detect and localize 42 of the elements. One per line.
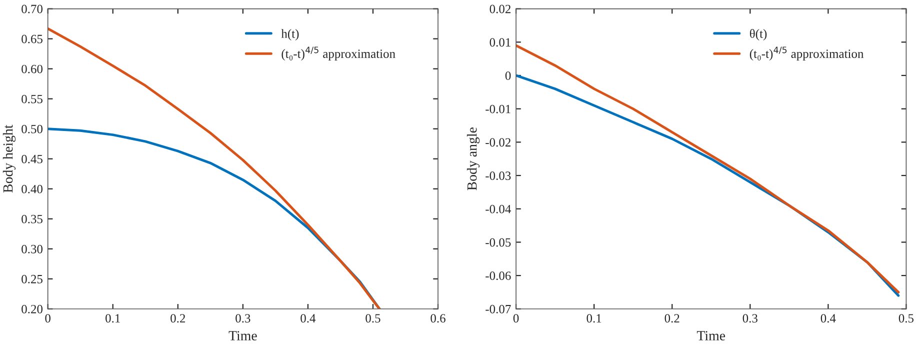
x-tick-label: 0.5	[366, 314, 380, 323]
x-tick-label: 0.1	[586, 314, 602, 323]
y-tick-label: 0.60	[22, 64, 42, 74]
x-tick-label: 0.3	[742, 314, 758, 323]
x-tick-label: 0.1	[106, 314, 120, 323]
y-tick-label: -0.07	[486, 304, 511, 314]
y-tick-label: 0.40	[22, 184, 42, 194]
legend-label: (t₀-t)$^{4/5}$ approximation	[282, 46, 396, 61]
legend-label: θ(t)	[750, 29, 767, 40]
x-axis-title: Time	[696, 331, 726, 340]
y-tick-label: 0.35	[22, 214, 42, 224]
y-tick-label: -0.06	[486, 272, 511, 280]
y-tick-label: 0.45	[22, 154, 42, 164]
x-tick-label: 0.4	[820, 314, 836, 323]
y-tick-label: 0.70	[22, 4, 42, 14]
y-tick-label: 0.55	[22, 94, 42, 104]
legend-label: (t₀-t)$^{4/5}$ approximation	[750, 46, 864, 61]
y-tick-label: 0.20	[22, 304, 42, 314]
x-axis-title: Time	[228, 331, 257, 340]
y-tick-label: -0.04	[486, 204, 511, 214]
x-tick-label: 0.6	[430, 314, 446, 323]
y-tick-label: -0.05	[486, 238, 511, 247]
y-tick-label: 0.65	[22, 34, 42, 44]
x-tick-label: 0	[513, 314, 519, 323]
y-tick-label: -0.02	[486, 138, 510, 147]
y-axis-title: Body height	[2, 124, 16, 193]
y-tick-label: 0.01	[490, 38, 510, 47]
y-tick-label: -0.03	[486, 172, 511, 180]
x-tick-label: 0.5	[898, 314, 914, 323]
x-tick-label: 0.2	[664, 314, 680, 323]
legend-label: h(t)	[281, 29, 299, 40]
x-tick-label: 0.2	[170, 314, 186, 323]
x-tick-label: 0.4	[300, 314, 316, 323]
x-tick-label: 0	[45, 314, 50, 323]
y-tick-label: 0.25	[22, 274, 42, 284]
y-tick-label: 0.02	[490, 4, 510, 14]
y-tick-label: 0.30	[22, 244, 42, 254]
y-tick-label: 0.50	[22, 124, 42, 134]
y-tick-label: 0	[505, 71, 511, 80]
y-axis-title: Body angle	[466, 127, 480, 190]
y-tick-label: -0.01	[486, 104, 510, 114]
x-tick-label: 0.3	[236, 314, 250, 323]
